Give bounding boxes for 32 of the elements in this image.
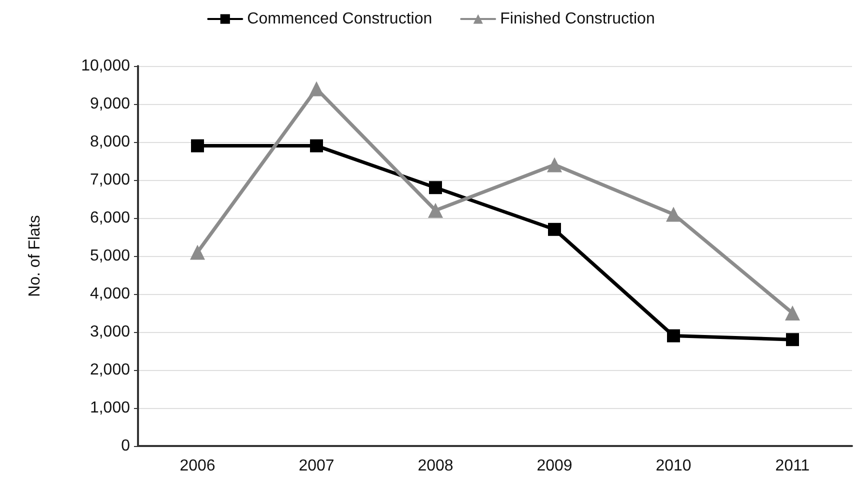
legend-label: Commenced Construction (247, 10, 432, 28)
y-axis-title: No. of Flats (26, 215, 44, 297)
y-tick-label: 7,000 (90, 172, 130, 188)
point (309, 81, 324, 96)
point (666, 206, 681, 222)
point (428, 202, 443, 218)
x-tick-label: 2010 (656, 458, 692, 474)
y-tick-label: 0 (121, 438, 130, 454)
y-tick-label: 4,000 (90, 286, 130, 302)
point (310, 139, 323, 152)
x-tick-label: 2007 (298, 458, 334, 474)
legend-label: Finished Construction (500, 10, 655, 28)
point (190, 244, 205, 260)
point (548, 222, 561, 236)
point (429, 181, 442, 194)
y-tick-label: 8,000 (90, 134, 130, 150)
point (547, 157, 562, 172)
point (786, 333, 799, 346)
y-tick-label: 10,000 (81, 58, 130, 74)
y-tick-label: 9,000 (90, 96, 130, 112)
x-tick-label: 2011 (775, 458, 810, 474)
y-tick-label: 6,000 (90, 210, 130, 226)
x-tick-label: 2008 (418, 458, 454, 474)
y-tick-label: 5,000 (90, 248, 130, 264)
point (191, 139, 204, 152)
x-tick-label: 2009 (536, 458, 572, 474)
point (785, 306, 800, 320)
y-tick-label: 2,000 (90, 362, 130, 378)
point (667, 329, 680, 342)
y-tick-label: 3,000 (90, 324, 130, 340)
y-tick-label: 1,000 (90, 400, 130, 416)
x-tick-label: 2006 (180, 458, 216, 474)
